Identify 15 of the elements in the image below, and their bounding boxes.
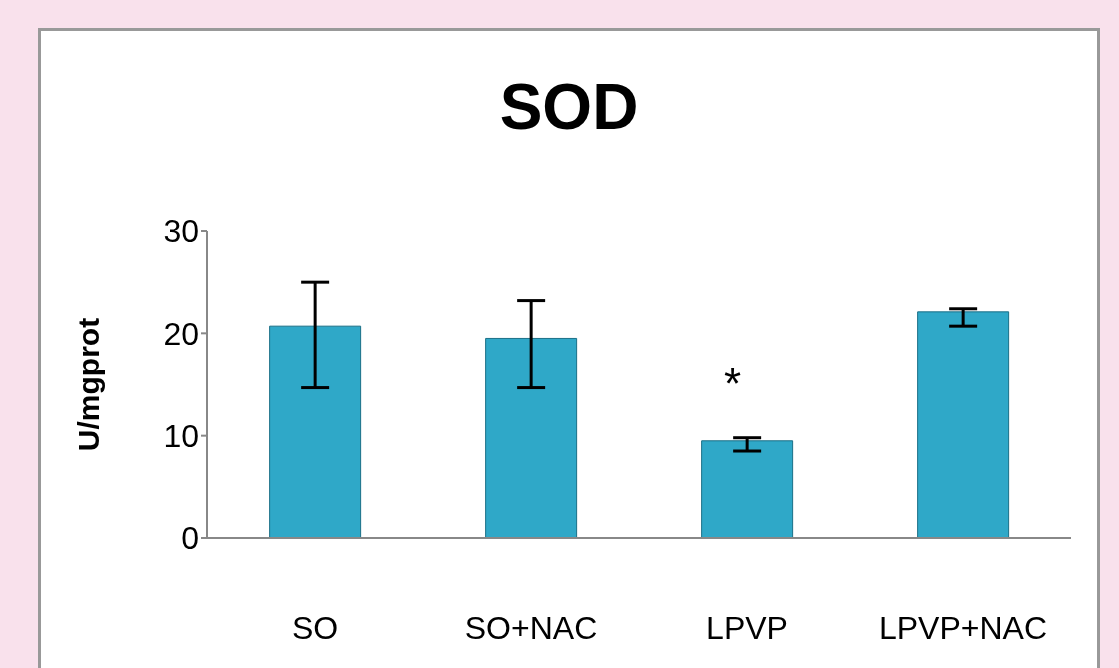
x-tick-label: LPVP [706,609,788,646]
x-tick-label: SO+NAC [464,609,598,646]
y-tick-label: 10 [163,418,199,455]
annotation: * [724,359,742,408]
x-tick-label: SO [291,609,339,646]
bar [917,311,1010,538]
y-tick-label: 30 [163,213,199,250]
bar [701,440,794,538]
chart-title: SOD [498,70,640,144]
bar [485,337,578,538]
x-tick-label: LPVP+NAC [878,609,1048,646]
y-tick-label: 0 [181,520,199,557]
y-tick-label: 20 [163,315,199,352]
bar [269,325,362,538]
y-axis-title: U/mgprot [71,317,105,452]
